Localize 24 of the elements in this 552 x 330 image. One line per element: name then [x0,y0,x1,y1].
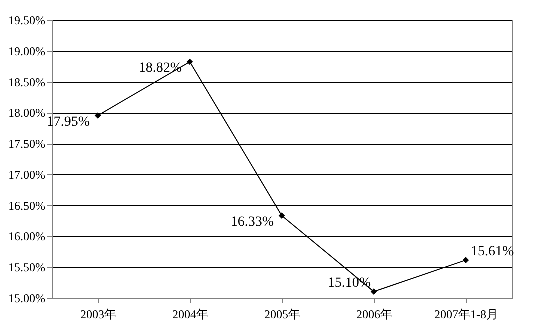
y-tick-label: 15.50% [8,260,46,275]
point [370,288,378,295]
x-tick-label: 2003年 [80,308,116,322]
y-tick-label: 19.00% [8,44,46,58]
y-tick-label: 16.00% [8,230,46,244]
x-tick-label: 2007年1-8月 [434,308,498,322]
y-tick-label: 16.50% [8,198,46,213]
point [462,257,470,264]
y-tick-label: 15.00% [8,292,46,306]
y-tick-label: 18.50% [8,75,46,90]
y-tick-label: 18.00% [8,106,46,120]
point [186,58,194,66]
x-tick-label: 2004年 [172,308,208,322]
point [94,112,102,119]
data-label: 18.82% [138,61,182,76]
data-label: 15.61% [471,244,514,260]
x-tick-label: 2006年 [356,308,392,322]
data-label: 16.33% [230,214,274,230]
y-tick-label: 17.50% [8,137,46,152]
data-label: 17.95% [46,114,90,130]
x-tick-label: 2005年 [264,308,300,322]
point [278,212,286,219]
y-tick-label: 17.00% [8,168,46,182]
y-tick-label: 19.50% [8,14,46,28]
